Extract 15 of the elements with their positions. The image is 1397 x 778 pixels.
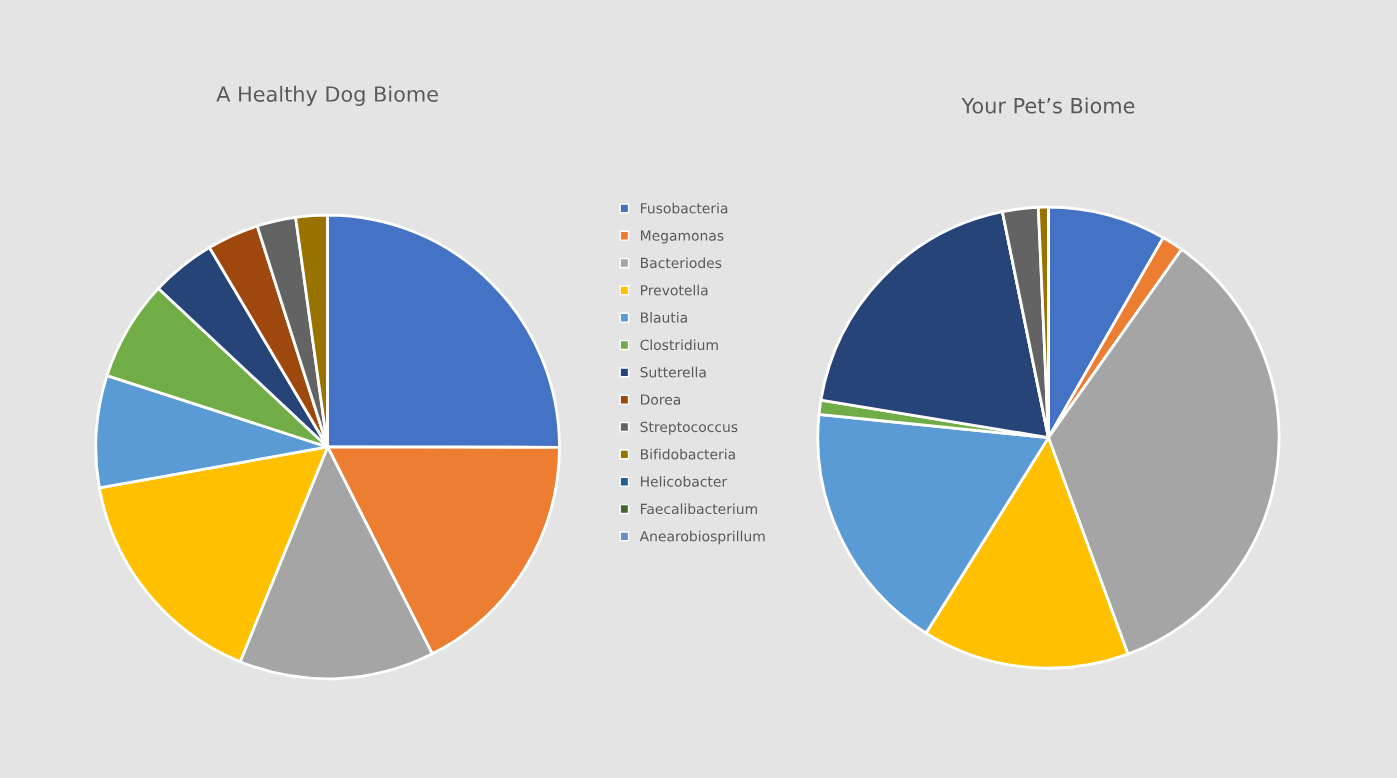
legend-label: Megamonas	[641, 230, 724, 244]
legend-label: Helicobacter	[641, 476, 728, 487]
legend-label: Anearobiosprillum	[639, 530, 765, 545]
legend-label: Blautia	[641, 312, 687, 323]
legend-label: Fusobacteria	[641, 202, 728, 214]
legend-label: Faecalibacterium	[641, 503, 757, 515]
legend-label: Bacteriodes	[641, 257, 722, 269]
legend-label: Streptococcus	[640, 421, 738, 435]
chart-title: Your Pet’s Biome	[961, 97, 1135, 114]
legend-label: Dorea	[641, 394, 681, 405]
legend-label: Sutterella	[640, 366, 706, 378]
legend-label: Bifidobacteria	[641, 448, 735, 460]
chart-title: A Healthy Dog Biome	[216, 85, 438, 106]
legend-label: Clostridium	[640, 339, 718, 351]
legend-label: Prevotella	[641, 284, 708, 296]
